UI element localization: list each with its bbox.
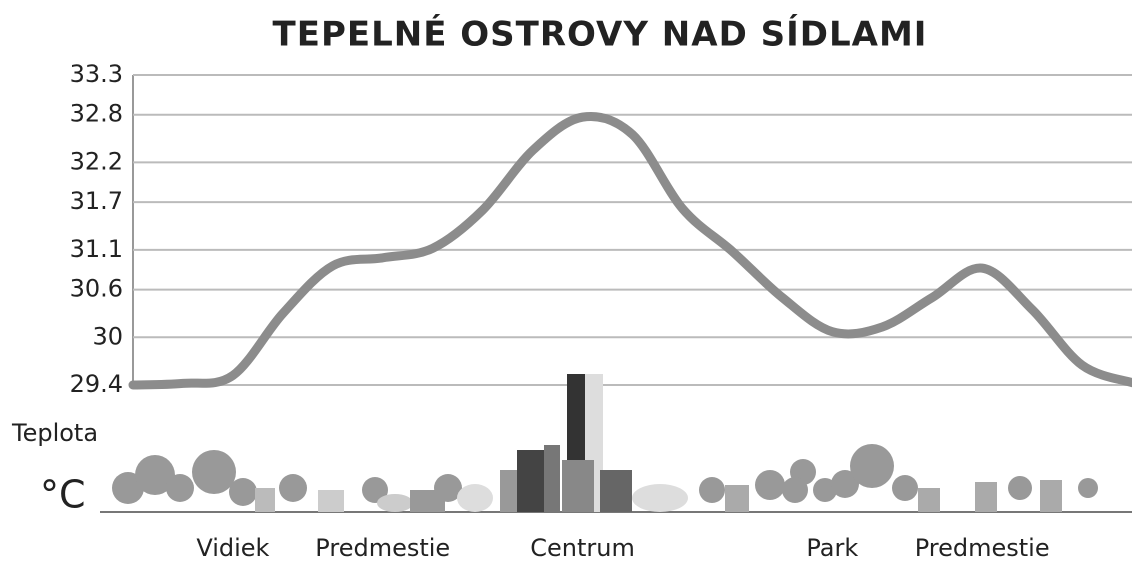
x-tick-label: Predmestie — [915, 534, 1050, 562]
y-axis-label: Teplota — [11, 419, 98, 447]
y-axis-unit: °C — [40, 473, 86, 517]
y-tick-label: 31.1 — [70, 235, 123, 263]
y-tick-label: 32.2 — [70, 147, 123, 175]
chart-title: TEPELNÉ OSTROVY NAD SÍDLAMI — [273, 14, 928, 55]
y-tick-label: 30.6 — [70, 275, 123, 303]
landscape-illustration — [100, 374, 1132, 513]
temperature-line — [128, 111, 1132, 390]
y-tick-label: 30 — [92, 322, 123, 350]
x-tick-label: Park — [806, 534, 858, 562]
y-tick-label: 31.7 — [70, 187, 123, 215]
x-tick-label: Predmestie — [315, 534, 450, 562]
x-tick-label: Vidiek — [196, 534, 269, 562]
y-tick-label: 29.4 — [70, 370, 123, 398]
x-tick-label: Centrum — [530, 534, 635, 562]
y-tick-label: 33.3 — [70, 60, 123, 88]
y-tick-label: 32.8 — [70, 100, 123, 128]
